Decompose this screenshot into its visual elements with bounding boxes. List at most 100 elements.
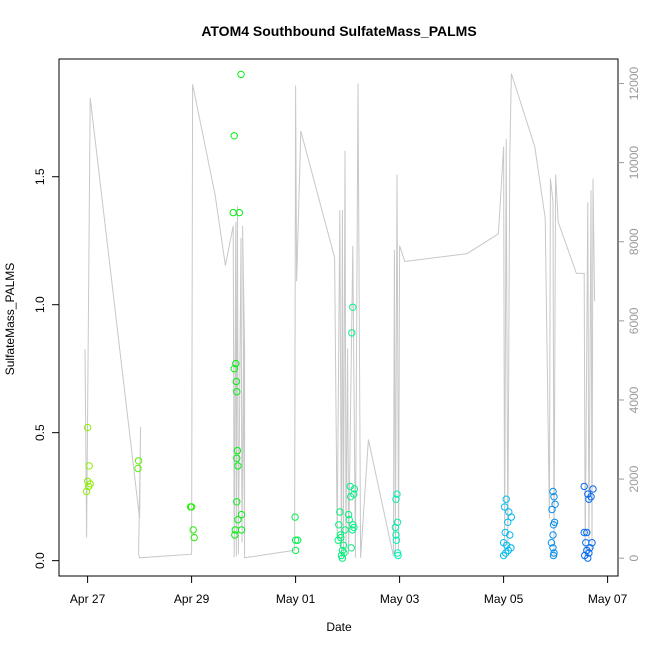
data-point bbox=[549, 487, 557, 496]
data-point bbox=[504, 518, 512, 526]
data-point bbox=[549, 521, 558, 529]
data-point bbox=[232, 377, 241, 386]
y2-tick-label: 0 bbox=[627, 555, 641, 562]
data-point bbox=[230, 365, 238, 373]
data-point bbox=[341, 526, 349, 534]
y2-tick-label: 8000 bbox=[627, 228, 641, 255]
data-point bbox=[235, 208, 244, 217]
data-point bbox=[83, 477, 92, 485]
data-point bbox=[549, 531, 557, 539]
y-tick-label: 1.5 bbox=[33, 168, 47, 185]
y2-tick-label: 2000 bbox=[627, 465, 641, 492]
data-point bbox=[85, 462, 93, 470]
y2-tick-label: 4000 bbox=[627, 386, 641, 413]
data-point bbox=[237, 510, 246, 519]
data-point bbox=[134, 457, 143, 465]
y2-tick-label: 10000 bbox=[627, 146, 641, 180]
y-axis-right: 0 2000 4000 6000 8000 10000 12000 bbox=[618, 67, 641, 562]
data-point bbox=[348, 329, 356, 337]
data-point bbox=[585, 549, 593, 557]
data-point bbox=[233, 446, 242, 455]
data-point bbox=[134, 464, 142, 473]
data-point bbox=[231, 531, 239, 539]
data-point bbox=[587, 493, 595, 501]
data-point bbox=[291, 513, 299, 521]
data-point bbox=[502, 495, 510, 503]
data-point bbox=[231, 526, 240, 534]
data-point bbox=[394, 551, 402, 560]
data-point bbox=[589, 485, 597, 493]
data-point bbox=[506, 531, 514, 539]
data-point bbox=[234, 516, 242, 524]
data-point bbox=[550, 493, 558, 501]
data-point bbox=[348, 526, 356, 534]
data-point bbox=[549, 551, 558, 560]
y2-tick-label: 6000 bbox=[627, 307, 641, 334]
x-tick-label: May 07 bbox=[588, 592, 628, 606]
data-point bbox=[392, 495, 400, 503]
data-point bbox=[237, 70, 245, 79]
data-point bbox=[186, 503, 195, 511]
x-tick-label: May 01 bbox=[276, 592, 316, 606]
data-point bbox=[230, 132, 238, 140]
data-point bbox=[347, 493, 355, 501]
data-point bbox=[507, 513, 516, 521]
data-point bbox=[582, 539, 590, 547]
data-point bbox=[507, 544, 515, 552]
data-point bbox=[83, 423, 92, 432]
data-point bbox=[233, 498, 241, 506]
data-point bbox=[500, 503, 509, 511]
data-point bbox=[344, 510, 353, 519]
data-point bbox=[499, 551, 508, 560]
data-point bbox=[337, 533, 345, 542]
data-point bbox=[547, 539, 556, 547]
data-point bbox=[347, 544, 355, 552]
chart-title: ATOM4 Southbound SulfateMass_PALMS bbox=[201, 23, 476, 39]
data-point bbox=[392, 536, 401, 544]
data-point bbox=[585, 495, 593, 503]
data-point bbox=[393, 490, 401, 498]
data-point bbox=[504, 546, 512, 555]
scatter-points bbox=[82, 70, 597, 562]
right-axis-line-series bbox=[84, 73, 596, 559]
data-point bbox=[190, 533, 198, 542]
data-point bbox=[335, 521, 343, 529]
y-tick-label: 0.0 bbox=[33, 552, 47, 569]
data-point bbox=[294, 536, 302, 544]
data-point bbox=[584, 554, 592, 562]
data-point bbox=[580, 528, 588, 537]
data-point bbox=[502, 549, 510, 557]
data-point bbox=[229, 208, 237, 217]
data-point bbox=[336, 508, 344, 516]
data-point bbox=[291, 536, 300, 544]
data-point bbox=[338, 554, 347, 562]
data-point bbox=[340, 549, 348, 557]
data-point bbox=[234, 462, 242, 470]
data-point bbox=[391, 523, 400, 532]
data-point bbox=[345, 516, 353, 524]
y-tick-label: 1.0 bbox=[33, 296, 47, 313]
x-tick-label: Apr 29 bbox=[174, 592, 210, 606]
data-point bbox=[189, 526, 197, 534]
data-point bbox=[334, 536, 342, 544]
data-point bbox=[233, 388, 241, 396]
y-axis-label: SulfateMass_PALMS bbox=[3, 263, 17, 376]
data-point bbox=[232, 359, 240, 368]
x-tick-label: May 05 bbox=[484, 592, 524, 606]
data-point bbox=[349, 303, 357, 311]
data-point bbox=[583, 528, 591, 537]
plot-frame bbox=[58, 58, 619, 577]
data-point bbox=[82, 487, 91, 496]
data-point bbox=[393, 518, 402, 526]
data-point bbox=[291, 546, 300, 555]
y2-tick-label: 12000 bbox=[627, 67, 641, 101]
data-point bbox=[549, 544, 557, 552]
data-point bbox=[350, 485, 359, 493]
x-tick-label: Apr 27 bbox=[70, 592, 106, 606]
data-point bbox=[339, 541, 348, 549]
data-point bbox=[392, 531, 400, 539]
series-line bbox=[84, 73, 596, 559]
x-tick-label: May 03 bbox=[380, 592, 420, 606]
data-point bbox=[580, 482, 588, 491]
